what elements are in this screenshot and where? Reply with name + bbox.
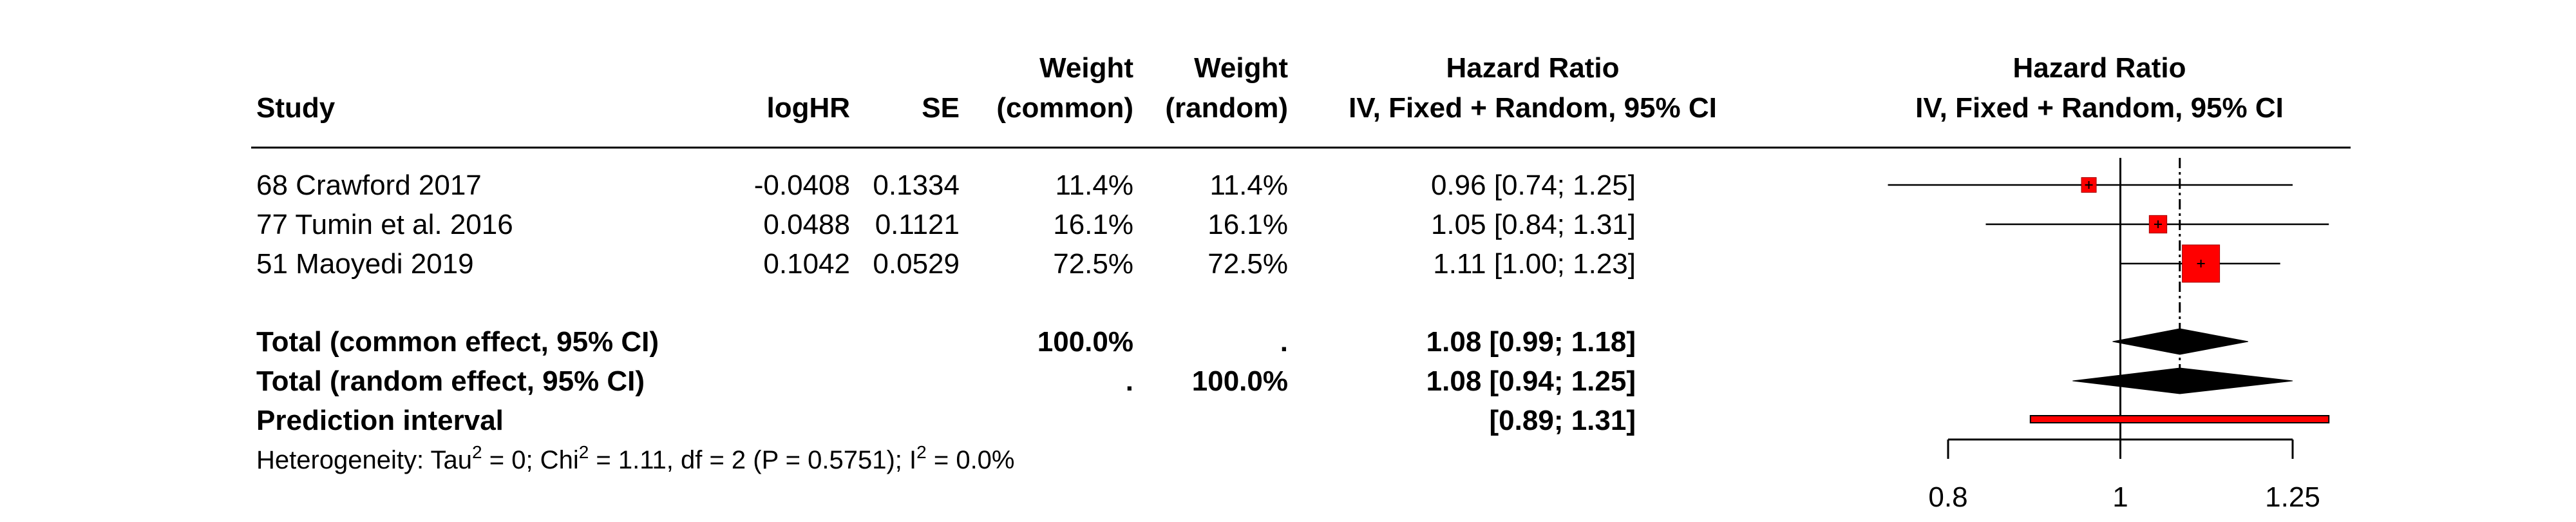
study-weight-common: 72.5% xyxy=(1053,248,1133,280)
total-random-weight-random: 100.0% xyxy=(1191,365,1288,397)
study-weight-random: 11.4% xyxy=(1209,169,1289,201)
header-hazard-ratio-title: Hazard Ratio xyxy=(1446,52,1620,84)
study-se: 0.0529 xyxy=(873,248,960,280)
total-common-weight-common: 100.0% xyxy=(1037,326,1133,358)
study-se: 0.1334 xyxy=(873,169,960,201)
header-study: Study xyxy=(256,92,336,124)
header-plot-subtitle: IV, Fixed + Random, 95% CI xyxy=(1915,92,2284,124)
header-weight-random-line1: Weight xyxy=(1194,52,1288,84)
x-tick-label: 1.25 xyxy=(2265,481,2320,513)
total-common-hr-ci: 1.08 [0.99; 1.18] xyxy=(1426,326,1636,358)
header-weight-common-line1: Weight xyxy=(1039,52,1133,84)
study-hr-ci: 1.05 [0.84; 1.31] xyxy=(1430,209,1636,240)
study-weight-random: 72.5% xyxy=(1208,248,1288,280)
total-random-label: Total (random effect, 95% CI) xyxy=(256,365,645,397)
x-tick-label: 0.8 xyxy=(1928,481,1967,513)
study-se: 0.1121 xyxy=(875,209,960,240)
study-loghr: 0.1042 xyxy=(763,248,850,280)
study-name: 51 Maoyedi 2019 xyxy=(256,248,474,280)
study-weight-common: 16.1% xyxy=(1053,209,1133,240)
prediction-interval-bar xyxy=(2029,415,2330,423)
heterogeneity-text: Heterogeneity: Tau2 = 0; Chi2 = 1.11, df… xyxy=(256,442,1015,475)
random-effect-diamond xyxy=(2072,367,2293,394)
study-weight-random: 16.1% xyxy=(1208,209,1288,240)
total-common-weight-random: . xyxy=(1280,326,1288,358)
study-weight-common: 11.4% xyxy=(1055,169,1134,201)
study-loghr: -0.0408 xyxy=(753,169,850,201)
prediction-label: Prediction interval xyxy=(256,405,504,436)
common-effect-diamond xyxy=(2112,328,2249,355)
total-common-label: Total (common effect, 95% CI) xyxy=(256,326,659,358)
header-weight-common-line2: (common) xyxy=(996,92,1133,124)
study-loghr: 0.0488 xyxy=(763,209,850,240)
header-hazard-ratio-subtitle: IV, Fixed + Random, 95% CI xyxy=(1349,92,1717,124)
header-se: SE xyxy=(922,92,960,124)
total-random-hr-ci: 1.08 [0.94; 1.25] xyxy=(1426,365,1636,397)
study-hr-ci: 0.96 [0.74; 1.25] xyxy=(1430,169,1636,201)
header-plot-title: Hazard Ratio xyxy=(2012,52,2186,84)
prediction-hr-ci: [0.89; 1.31] xyxy=(1489,405,1636,436)
x-tick-label: 1 xyxy=(2112,481,2128,513)
study-name: 68 Crawford 2017 xyxy=(256,169,482,201)
header-weight-random-line2: (random) xyxy=(1165,92,1288,124)
study-hr-ci: 1.11 [1.00; 1.23] xyxy=(1433,248,1636,280)
study-name: 77 Tumin et al. 2016 xyxy=(256,209,513,240)
total-random-weight-common: . xyxy=(1125,365,1133,397)
header-loghr: logHR xyxy=(766,92,850,124)
